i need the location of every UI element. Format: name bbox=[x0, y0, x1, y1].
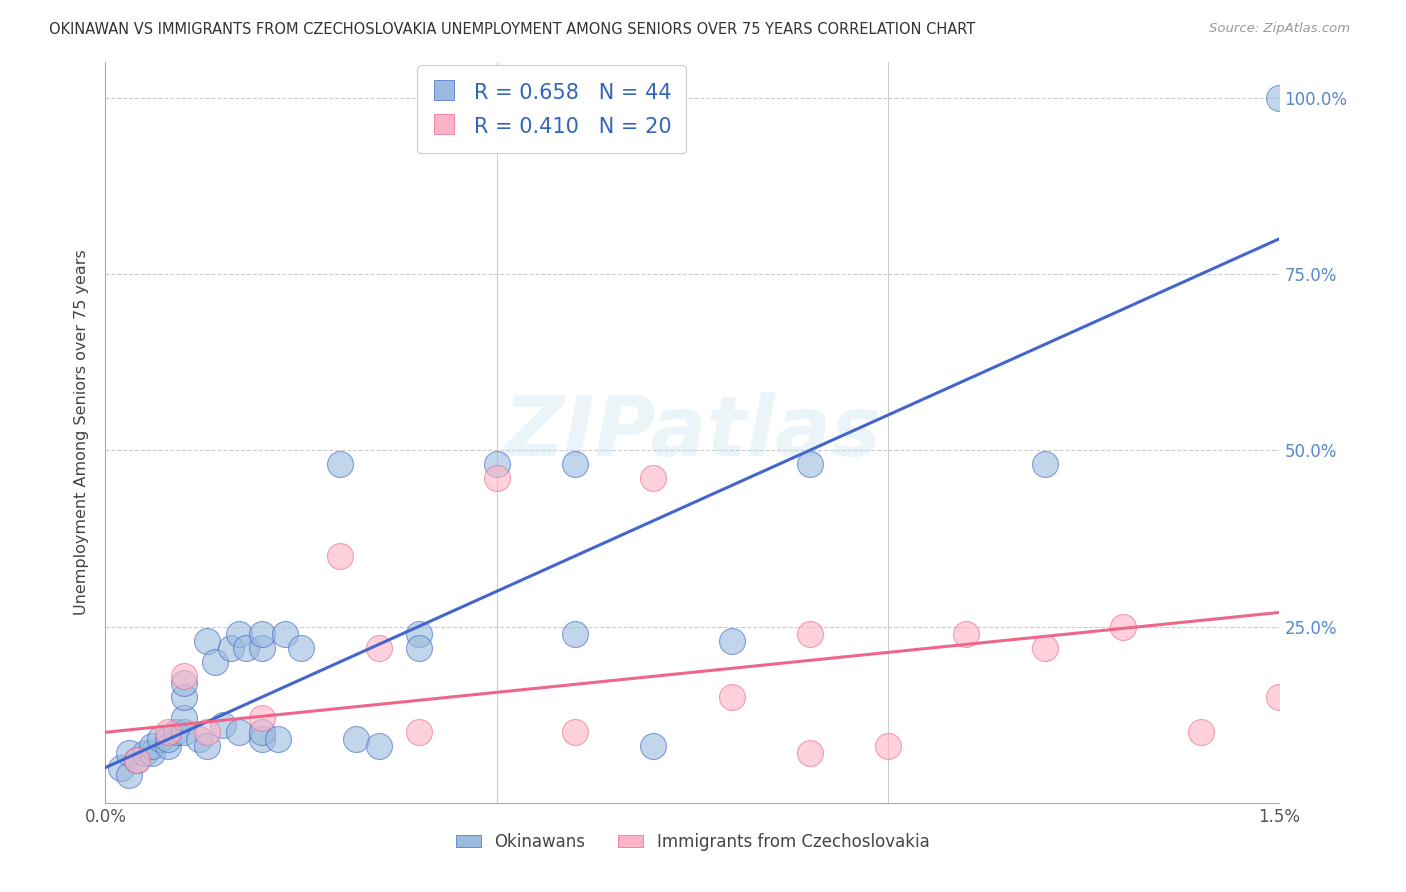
Point bbox=[564, 626, 586, 640]
Point bbox=[228, 725, 250, 739]
Point bbox=[266, 732, 288, 747]
Point bbox=[195, 725, 218, 739]
Point bbox=[204, 655, 226, 669]
Point bbox=[211, 718, 233, 732]
Point bbox=[250, 640, 273, 655]
Text: ZIPatlas: ZIPatlas bbox=[503, 392, 882, 473]
Point bbox=[564, 458, 586, 472]
Point bbox=[118, 767, 141, 781]
Point bbox=[1189, 725, 1212, 739]
Point bbox=[195, 633, 218, 648]
Point bbox=[1033, 640, 1056, 655]
Point bbox=[149, 732, 172, 747]
Point bbox=[141, 739, 163, 754]
Point bbox=[110, 760, 132, 774]
Point bbox=[799, 747, 821, 761]
Point bbox=[329, 549, 352, 563]
Point bbox=[195, 739, 218, 754]
Point bbox=[250, 732, 273, 747]
Point bbox=[1033, 458, 1056, 472]
Point bbox=[564, 725, 586, 739]
Point bbox=[157, 739, 180, 754]
Point bbox=[157, 725, 180, 739]
Point bbox=[408, 725, 430, 739]
Point bbox=[134, 747, 156, 761]
Point bbox=[408, 640, 430, 655]
Point bbox=[173, 725, 195, 739]
Point bbox=[219, 640, 242, 655]
Point bbox=[173, 690, 195, 704]
Point bbox=[188, 732, 211, 747]
Point bbox=[250, 626, 273, 640]
Point bbox=[157, 732, 180, 747]
Point bbox=[173, 676, 195, 690]
Point bbox=[250, 711, 273, 725]
Point bbox=[141, 747, 163, 761]
Point bbox=[290, 640, 312, 655]
Legend: Okinawans, Immigrants from Czechoslovakia: Okinawans, Immigrants from Czechoslovaki… bbox=[449, 826, 936, 857]
Point bbox=[1268, 690, 1291, 704]
Y-axis label: Unemployment Among Seniors over 75 years: Unemployment Among Seniors over 75 years bbox=[75, 250, 90, 615]
Point bbox=[485, 471, 508, 485]
Point bbox=[643, 739, 665, 754]
Point bbox=[720, 633, 742, 648]
Point bbox=[173, 669, 195, 683]
Point bbox=[173, 711, 195, 725]
Point bbox=[799, 458, 821, 472]
Point bbox=[274, 626, 297, 640]
Point bbox=[408, 626, 430, 640]
Point bbox=[720, 690, 742, 704]
Point bbox=[643, 471, 665, 485]
Point bbox=[955, 626, 977, 640]
Point bbox=[1268, 91, 1291, 105]
Text: Source: ZipAtlas.com: Source: ZipAtlas.com bbox=[1209, 22, 1350, 36]
Point bbox=[235, 640, 257, 655]
Point bbox=[125, 754, 148, 768]
Point bbox=[125, 754, 148, 768]
Point bbox=[368, 640, 391, 655]
Point bbox=[877, 739, 900, 754]
Point bbox=[485, 458, 508, 472]
Point bbox=[250, 725, 273, 739]
Point bbox=[165, 725, 187, 739]
Point bbox=[799, 626, 821, 640]
Point bbox=[368, 739, 391, 754]
Point bbox=[344, 732, 367, 747]
Point bbox=[118, 747, 141, 761]
Point bbox=[228, 626, 250, 640]
Point bbox=[1112, 619, 1135, 633]
Point bbox=[329, 458, 352, 472]
Text: OKINAWAN VS IMMIGRANTS FROM CZECHOSLOVAKIA UNEMPLOYMENT AMONG SENIORS OVER 75 YE: OKINAWAN VS IMMIGRANTS FROM CZECHOSLOVAK… bbox=[49, 22, 976, 37]
